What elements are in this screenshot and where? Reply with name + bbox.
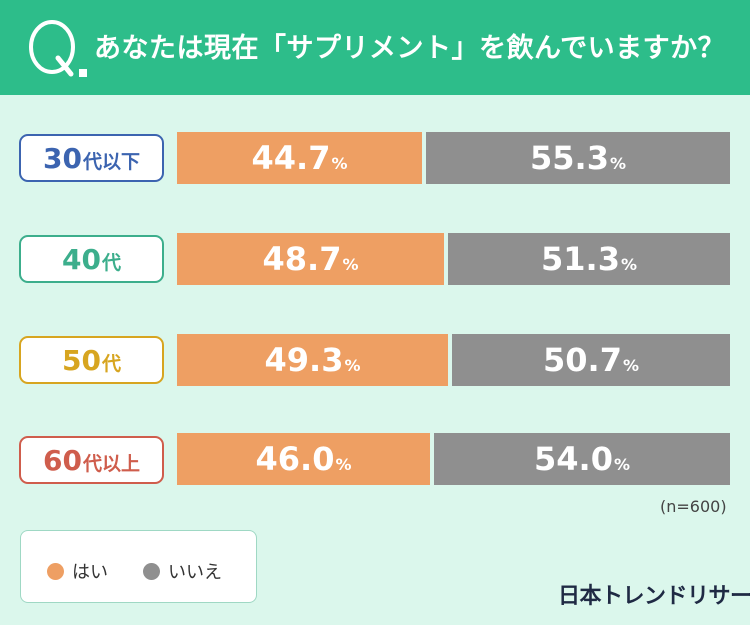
legend: はい いいえ xyxy=(20,530,257,603)
bar-yes-value: 49.3% xyxy=(264,341,361,379)
bar-no-value: 50.7% xyxy=(543,341,639,379)
legend-label-no: いいえ xyxy=(168,562,222,583)
question-text: あなたは現在「サプリメント」を飲んでいますか？ xyxy=(94,33,726,64)
bar-no-value: 54.0% xyxy=(534,440,630,478)
question-header: あなたは現在「サプリメント」を飲んでいますか？ xyxy=(0,0,750,95)
legend-label-yes: はい xyxy=(72,562,108,583)
bar-no: 55.3% xyxy=(426,132,730,184)
bar-yes: 49.3% xyxy=(177,334,448,386)
bar-yes-value: 44.7% xyxy=(251,139,348,177)
category-label-suffix: 代以下 xyxy=(82,151,140,173)
legend-dot-no xyxy=(143,562,160,580)
bar-yes: 46.0% xyxy=(177,433,430,485)
bar-no: 51.3% xyxy=(448,233,730,285)
legend-dot-yes xyxy=(47,562,64,580)
category-label-suffix: 代 xyxy=(101,353,121,375)
bar-no: 50.7% xyxy=(452,334,730,386)
bar-yes-value: 48.7% xyxy=(262,240,359,278)
sample-size: (n=600) xyxy=(660,497,727,516)
brand-logo: 日本トレンドリサーチ xyxy=(558,584,750,609)
category-label-suffix: 代以上 xyxy=(82,453,140,475)
category-label-suffix: 代 xyxy=(101,252,121,274)
legend-item-yes: はい xyxy=(47,558,108,584)
bar-yes-value: 46.0% xyxy=(255,440,352,478)
category-label: 50 代 xyxy=(19,336,164,384)
category-label: 40 代 xyxy=(19,235,164,283)
category-label-number: 40 xyxy=(62,243,101,276)
legend-item-no: いいえ xyxy=(143,558,222,584)
bar-no: 54.0% xyxy=(434,433,730,485)
bar-yes: 44.7% xyxy=(177,132,422,184)
category-label: 60 代以上 xyxy=(19,436,164,484)
bar-yes: 48.7% xyxy=(177,233,444,285)
category-label-number: 30 xyxy=(43,142,82,175)
category-label-number: 60 xyxy=(43,444,82,477)
bar-no-value: 55.3% xyxy=(530,139,626,177)
bar-no-value: 51.3% xyxy=(541,240,637,278)
category-label: 30 代以下 xyxy=(19,134,164,182)
q-icon xyxy=(29,20,87,77)
category-label-number: 50 xyxy=(62,344,101,377)
